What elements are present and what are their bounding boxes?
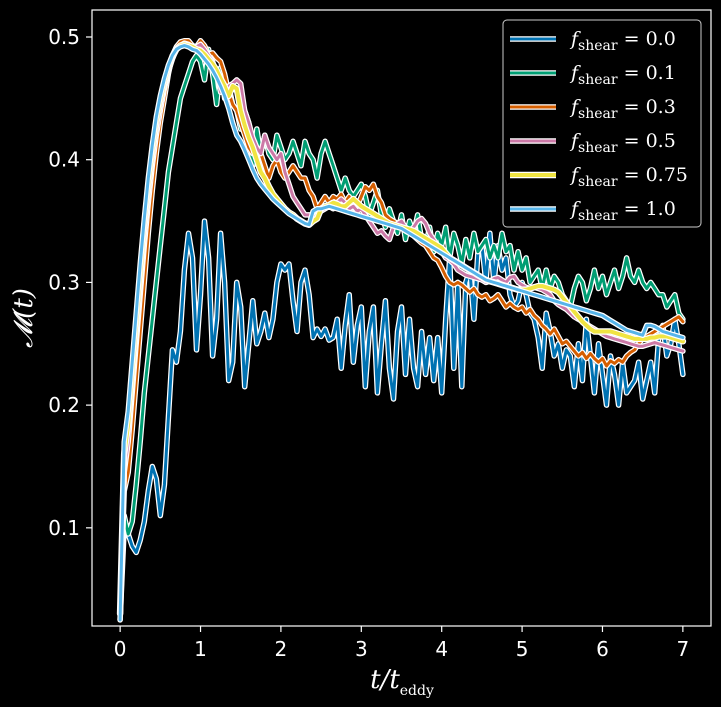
legend-label-5: fshear = 1.0 xyxy=(569,198,676,224)
series-line-1 xyxy=(118,47,685,616)
y-tick-label-3: 0.4 xyxy=(48,148,80,172)
tick-layer: 0 1 2 3 4 5 6 7 0.1 0.2 0.3 0.4 0.5 xyxy=(48,25,689,661)
y-tick-label-1: 0.2 xyxy=(48,393,80,417)
x-tick-label-4: 4 xyxy=(435,637,448,661)
x-tick-label-1: 1 xyxy=(194,637,207,661)
x-tick-label-0: 0 xyxy=(114,637,127,661)
series-line-5 xyxy=(118,44,685,622)
x-axis-label: t/teddy xyxy=(370,665,434,699)
series-layer xyxy=(116,37,687,623)
y-tick-label-0: 0.1 xyxy=(48,516,80,540)
y-tick-label-2: 0.3 xyxy=(48,270,80,294)
legend-label-2: fshear = 0.3 xyxy=(569,96,676,122)
x-tick-label-2: 2 xyxy=(275,637,288,661)
x-tick-label-6: 6 xyxy=(596,637,609,661)
x-tick-label-7: 7 xyxy=(676,637,689,661)
legend-label-0: fshear = 0.0 xyxy=(569,28,676,54)
y-axis-label: 𝓜(t) xyxy=(9,288,39,348)
x-tick-label-3: 3 xyxy=(355,637,368,661)
legend-label-1: fshear = 0.1 xyxy=(569,62,676,88)
plot-frame xyxy=(91,9,712,627)
x-tick-label-5: 5 xyxy=(516,637,529,661)
series-line-0 xyxy=(118,219,685,622)
legend-label-3: fshear = 0.5 xyxy=(569,130,676,156)
legend-label-4: fshear = 0.75 xyxy=(569,164,688,190)
y-tick-label-4: 0.5 xyxy=(48,25,80,49)
legend: fshear = 0.0 fshear = 0.1 fshear = 0.3 fshe… xyxy=(502,19,702,228)
